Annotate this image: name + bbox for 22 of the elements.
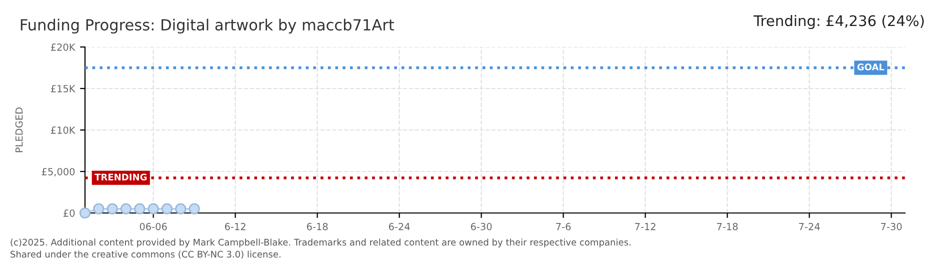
y-tick-label: £15K xyxy=(50,84,76,92)
y-axis-title: PLEDGED xyxy=(15,108,23,152)
ref-line-label: GOAL xyxy=(857,64,884,70)
x-tick-label: 6-24 xyxy=(388,222,410,230)
chart-title: Funding Progress: Digital artwork by maccb71Art xyxy=(20,18,394,34)
y-tick-label: £5,000 xyxy=(42,168,75,176)
x-tick-label: 7-12 xyxy=(635,222,656,230)
x-tick-label: 7-24 xyxy=(799,222,820,230)
text: Shared under the creative commons (CC BY-NC 3.0) license. xyxy=(10,250,280,259)
x-tick-label: 7-6 xyxy=(556,222,571,230)
x-tick-label: 6-30 xyxy=(470,222,492,230)
x-tick-label: 06-06 xyxy=(140,222,167,230)
y-tick-label: £10K xyxy=(50,126,76,134)
x-tick-label: 6-18 xyxy=(306,222,328,230)
x-tick-label: 7-30 xyxy=(881,222,902,230)
y-tick-label: £20K xyxy=(50,43,76,51)
x-tick-label: 6-12 xyxy=(224,222,246,230)
chart-subtitle: Trending: £4,236 (24%) xyxy=(754,14,924,30)
text: (c)2025. Additional content provided by Mark Campbell-Blake. Trademarks and related content are owned by their respective companies. xyxy=(10,238,630,248)
y-tick-label: £0 xyxy=(64,209,75,217)
x-tick-label: 7-18 xyxy=(717,222,738,230)
ref-line-label: TRENDING xyxy=(94,174,147,180)
